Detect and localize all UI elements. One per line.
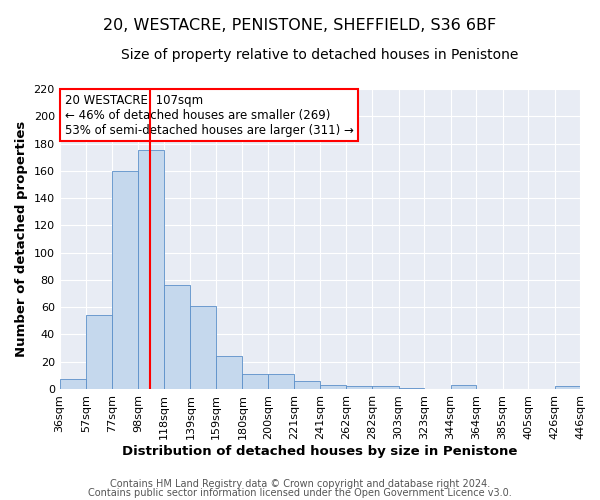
Bar (164, 286, 190, 389)
Bar (372, 386, 398, 389)
Bar (190, 306, 216, 389)
Bar (295, 381, 320, 389)
Y-axis label: Number of detached properties: Number of detached properties (15, 121, 28, 357)
Text: 20 WESTACRE: 107sqm
← 46% of detached houses are smaller (269)
53% of semi-detac: 20 WESTACRE: 107sqm ← 46% of detached ho… (65, 94, 354, 136)
Bar (451, 385, 476, 389)
Text: 20, WESTACRE, PENISTONE, SHEFFIELD, S36 6BF: 20, WESTACRE, PENISTONE, SHEFFIELD, S36 … (103, 18, 497, 32)
Bar (242, 374, 268, 389)
Bar (346, 386, 372, 389)
Text: Contains public sector information licensed under the Open Government Licence v3: Contains public sector information licen… (88, 488, 512, 498)
Bar (139, 150, 164, 389)
Bar (112, 171, 139, 389)
Bar (398, 388, 424, 389)
Title: Size of property relative to detached houses in Penistone: Size of property relative to detached ho… (121, 48, 518, 62)
Bar (86, 316, 112, 389)
Bar (268, 374, 295, 389)
X-axis label: Distribution of detached houses by size in Penistone: Distribution of detached houses by size … (122, 444, 518, 458)
Bar (59, 380, 86, 389)
Text: Contains HM Land Registry data © Crown copyright and database right 2024.: Contains HM Land Registry data © Crown c… (110, 479, 490, 489)
Bar (320, 385, 346, 389)
Bar (216, 356, 242, 389)
Bar (554, 386, 580, 389)
